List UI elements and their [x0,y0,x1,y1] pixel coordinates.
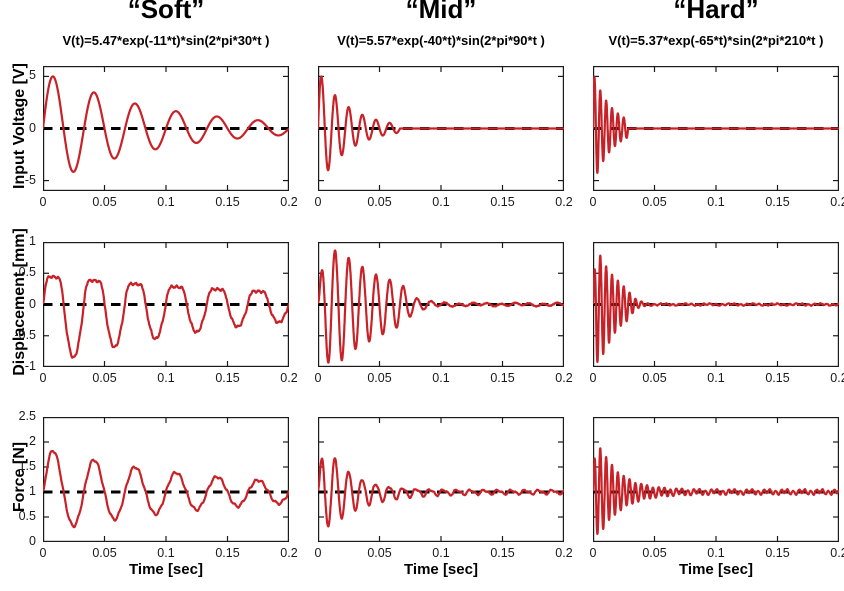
plot-canvas [593,417,839,542]
x-tick-label: 0.2 [830,371,844,385]
plot-canvas [318,417,564,542]
x-tick-label: 0.1 [707,546,725,560]
waveform-curve [43,274,289,359]
x-tick-label: 0.1 [432,546,450,560]
plot-canvas [318,242,564,367]
y-tick-label: 0 [29,534,36,548]
plot-row1-col0 [43,242,289,367]
x-tick-label: 0 [314,195,322,209]
x-tick-label: 0.2 [555,195,573,209]
x-tick-label: 0 [39,546,47,560]
x-tick-label: 0.05 [642,195,667,209]
plot-row2-col2 [593,417,839,542]
x-tick-label: 0.1 [707,371,725,385]
x-tick-label: 0 [314,546,322,560]
plot-canvas [43,242,289,367]
x-tick-label: 0 [589,195,597,209]
y-tick-label: 2 [29,434,36,448]
x-tick-label: 0.05 [92,371,117,385]
y-tick-label: 1 [29,234,36,248]
x-axis-label-time-mid: Time [sec] [404,561,478,578]
x-tick-label: 0.2 [830,195,844,209]
x-tick-label: 0 [39,371,47,385]
axes-box [318,417,564,542]
waveform-curve [318,75,564,172]
y-tick-label: -1 [24,359,36,373]
column-formula-soft: V(t)=5.47*exp(-11*t)*sin(2*pi*30*t ) [62,33,270,48]
x-tick-label: 0.2 [555,371,573,385]
x-tick-label: 0.05 [642,371,667,385]
x-tick-label: 0.1 [157,195,175,209]
plot-row2-col1 [318,417,564,542]
plot-row1-col2 [593,242,839,367]
waveform-curve [318,457,564,528]
y-tick-label: 0.5 [18,265,36,280]
x-tick-label: 0.15 [765,195,790,209]
column-formula-mid: V(t)=5.57*exp(-40*t)*sin(2*pi*90*t ) [337,33,545,48]
plot-row2-col0 [43,417,289,542]
column-title-soft: “Soft” [127,0,205,24]
plot-canvas [318,66,564,191]
x-tick-label: 0 [314,371,322,385]
x-tick-label: 0.15 [490,371,515,385]
x-tick-label: 0 [39,195,47,209]
axes-box [593,417,839,542]
x-tick-label: 0.1 [707,195,725,209]
y-tick-label: 0 [29,296,36,311]
x-tick-label: 0.2 [555,546,573,560]
plot-row0-col2 [593,66,839,191]
x-tick-label: 0.05 [367,371,392,385]
plot-canvas [593,66,839,191]
plot-row1-col1 [318,242,564,367]
x-tick-label: 0.05 [92,195,117,209]
x-tick-label: 0.2 [280,195,298,209]
x-tick-label: 0.15 [490,546,515,560]
x-tick-label: 0.2 [280,371,298,385]
waveform-curve [593,254,839,364]
waveform-curve [593,447,839,536]
x-tick-label: 0.1 [157,371,175,385]
waveform-curve [593,75,839,174]
waveform-curve [43,75,289,173]
plot-row0-col0 [43,66,289,191]
x-tick-label: 0.2 [830,546,844,560]
column-title-hard: “Hard” [673,0,759,24]
x-tick-label: 0.05 [642,546,667,560]
plot-row0-col1 [318,66,564,191]
x-tick-label: 0.1 [157,546,175,560]
x-tick-label: 0.15 [490,195,515,209]
y-tick-label: 2.5 [18,409,36,423]
x-tick-label: 0.15 [765,546,790,560]
x-axis-label-time-hard: Time [sec] [679,561,753,578]
plot-canvas [43,417,289,542]
y-tick-label: -5 [24,172,36,187]
x-tick-label: 0 [589,546,597,560]
x-tick-label: 0.05 [92,546,117,560]
column-formula-hard: V(t)=5.37*exp(-65*t)*sin(2*pi*210*t ) [608,33,824,48]
x-tick-label: 0.05 [367,546,392,560]
x-tick-label: 0.2 [280,546,298,560]
plot-canvas [43,66,289,191]
plot-canvas [593,242,839,367]
x-tick-label: 0.1 [432,195,450,209]
x-tick-label: 0.1 [432,371,450,385]
waveform-curve [318,249,564,364]
x-tick-label: 0.15 [765,371,790,385]
y-tick-label: 0 [29,120,36,135]
axes-box [43,417,289,542]
y-tick-label: 1.5 [18,459,36,473]
y-tick-label: -0.5 [14,327,36,342]
x-tick-label: 0.15 [215,195,240,209]
x-tick-label: 0 [589,371,597,385]
x-tick-label: 0.15 [215,371,240,385]
x-tick-label: 0.15 [215,546,240,560]
y-tick-label: 5 [29,68,36,83]
y-tick-label: 0.5 [18,509,36,523]
y-tick-label: 1 [29,484,36,498]
x-axis-label-time-soft: Time [sec] [129,561,203,578]
waveform-curve [43,449,289,529]
column-title-mid: “Mid” [405,0,477,24]
x-tick-label: 0.05 [367,195,392,209]
